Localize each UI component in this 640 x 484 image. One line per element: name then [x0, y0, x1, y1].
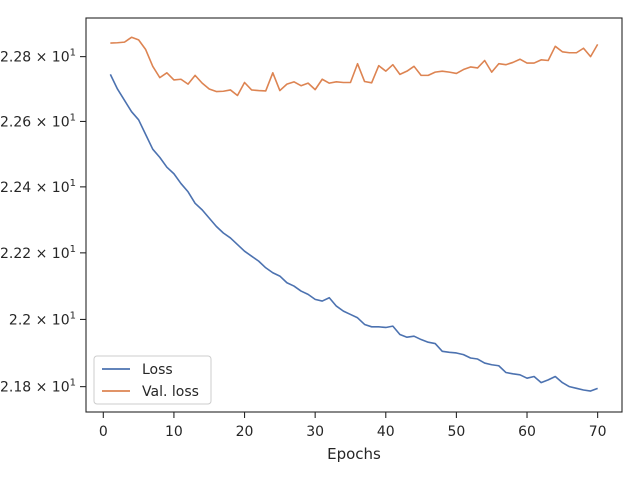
y-tick-label: 2.18 × 101 — [0, 378, 76, 396]
legend-label-val-loss: Val. loss — [142, 384, 199, 400]
y-tick-label: 2.28 × 101 — [0, 48, 76, 66]
x-tick-label: 70 — [589, 424, 607, 440]
x-tick-label: 40 — [377, 424, 395, 440]
y-tick-label: 2.24 × 101 — [0, 178, 76, 196]
x-tick-label: 60 — [518, 424, 536, 440]
x-tick-label: 10 — [165, 424, 183, 440]
legend: Loss Val. loss — [94, 356, 211, 404]
y-tick-label: 2.26 × 101 — [0, 112, 76, 130]
x-tick-label: 0 — [99, 424, 108, 440]
y-tick-label: 2.22 × 101 — [0, 244, 76, 262]
x-tick-label: 20 — [236, 424, 254, 440]
y-tick-label: 2.2 × 101 — [9, 310, 76, 328]
x-axis-label: Epochs — [327, 445, 381, 463]
legend-label-loss: Loss — [142, 362, 173, 378]
x-tick-label: 50 — [447, 424, 465, 440]
x-tick-label: 30 — [306, 424, 324, 440]
